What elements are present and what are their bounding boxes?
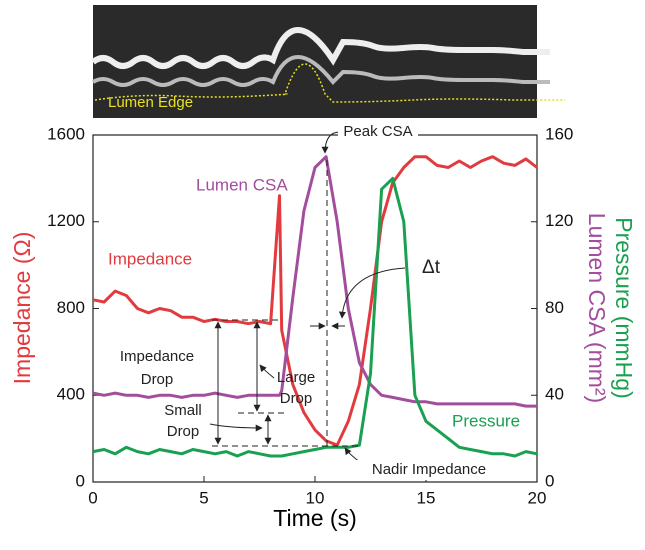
y-tick-label: 800 xyxy=(57,298,85,317)
label-bg xyxy=(338,122,418,142)
legend-label: Pressure xyxy=(452,411,520,430)
series-line xyxy=(92,155,537,408)
x-axis-title: Time (s) xyxy=(273,505,356,531)
y-tick-label: 400 xyxy=(57,385,85,404)
series-line xyxy=(92,155,538,447)
x-tick-label: 0 xyxy=(88,488,97,507)
legend-label: Lumen CSA xyxy=(196,175,288,194)
y2-axis-title: Lumen CSA (mm²) xyxy=(584,213,610,403)
annotation: Large xyxy=(277,369,315,386)
y2-axis-title: Pressure (mmHg) xyxy=(611,217,637,398)
annotation: Drop xyxy=(280,390,313,407)
y2-tick-label: 160 xyxy=(545,124,573,143)
y-tick-label: 1600 xyxy=(47,124,85,143)
annotation: Impedance xyxy=(120,348,194,365)
x-tick-label: 10 xyxy=(306,488,325,507)
y2-tick-label: 0 xyxy=(545,471,554,490)
y2-tick-label: 40 xyxy=(545,385,564,404)
annotation: Peak CSA xyxy=(343,123,412,140)
annotation: Drop xyxy=(141,371,174,388)
x-tick-label: 20 xyxy=(528,488,547,507)
y-axis-title: Impedance (Ω) xyxy=(9,232,35,385)
label-bg xyxy=(354,460,504,480)
annotation: Drop xyxy=(167,423,200,440)
y-tick-label: 1200 xyxy=(47,211,85,230)
annotation: Lumen Edge xyxy=(108,94,193,111)
y2-tick-label: 80 xyxy=(545,298,564,317)
annotation-guides xyxy=(209,131,406,463)
annotation: Nadir Impedance xyxy=(372,461,486,478)
x-tick-label: 5 xyxy=(199,488,208,507)
annotation: Δt xyxy=(422,257,441,278)
annotation: Small xyxy=(164,402,202,419)
y-tick-label: 0 xyxy=(76,471,85,490)
ultrasound-image xyxy=(91,5,565,118)
x-tick-label: 15 xyxy=(417,488,436,507)
y2-tick-label: 120 xyxy=(545,211,573,230)
legend-label: Impedance xyxy=(108,249,192,268)
series-line xyxy=(92,176,538,458)
